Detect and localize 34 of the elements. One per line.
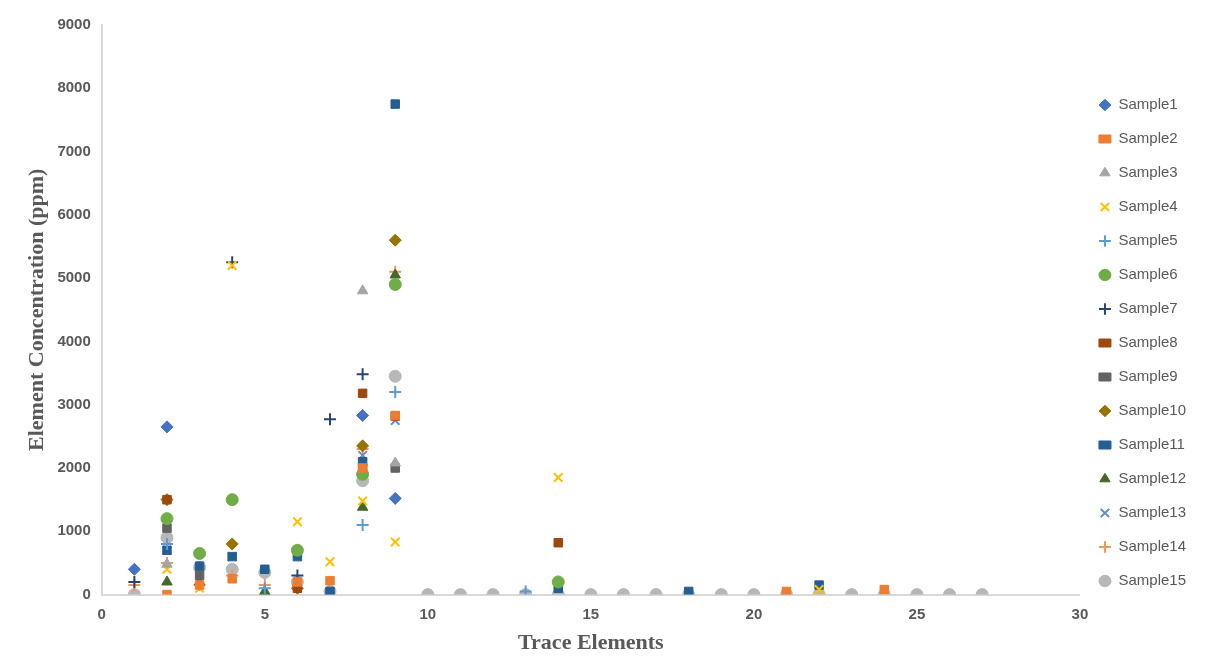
legend-label: Sample8 bbox=[1118, 333, 1178, 351]
legend-label: Sample4 bbox=[1118, 197, 1178, 215]
x-tick-label: 10 bbox=[419, 604, 437, 622]
y-tick-label: 7000 bbox=[57, 141, 91, 159]
y-tick-label: 6000 bbox=[57, 205, 91, 223]
y-tick-label: 3000 bbox=[57, 394, 91, 412]
legend-label: Sample2 bbox=[1118, 129, 1178, 147]
y-tick-label: 2000 bbox=[57, 458, 91, 476]
y-tick-label: 1000 bbox=[57, 521, 91, 539]
y-tick-label: 5000 bbox=[57, 268, 91, 286]
x-tick-label: 25 bbox=[908, 604, 926, 622]
legend-label: Sample11 bbox=[1118, 435, 1185, 453]
legend-label: Sample10 bbox=[1118, 401, 1186, 419]
y-tick-label: 0 bbox=[82, 584, 91, 602]
y-axis-title: Element Concentration (ppm) bbox=[22, 168, 48, 451]
y-tick-label: 4000 bbox=[57, 331, 91, 349]
legend-label: Sample5 bbox=[1118, 231, 1178, 249]
y-tick-label: 8000 bbox=[57, 78, 91, 96]
legend-label: Sample7 bbox=[1118, 299, 1178, 317]
x-tick-label: 0 bbox=[97, 604, 106, 622]
legend-label: Sample1 bbox=[1118, 95, 1178, 113]
legend-label: Sample6 bbox=[1118, 265, 1178, 283]
x-tick-label: 15 bbox=[582, 604, 600, 622]
legend-label: Sample9 bbox=[1118, 367, 1178, 385]
y-tick-label: 9000 bbox=[57, 15, 91, 33]
x-tick-label: 30 bbox=[1071, 604, 1089, 622]
legend-label: Sample14 bbox=[1118, 537, 1186, 555]
legend-label: Sample12 bbox=[1118, 469, 1186, 487]
x-axis-title: Trace Elements bbox=[518, 629, 665, 655]
legend-label: Sample3 bbox=[1118, 163, 1178, 181]
legend-label: Sample15 bbox=[1118, 571, 1186, 589]
legend-label: Sample13 bbox=[1118, 503, 1186, 521]
x-tick-label: 20 bbox=[745, 604, 763, 622]
x-tick-label: 5 bbox=[260, 604, 269, 622]
